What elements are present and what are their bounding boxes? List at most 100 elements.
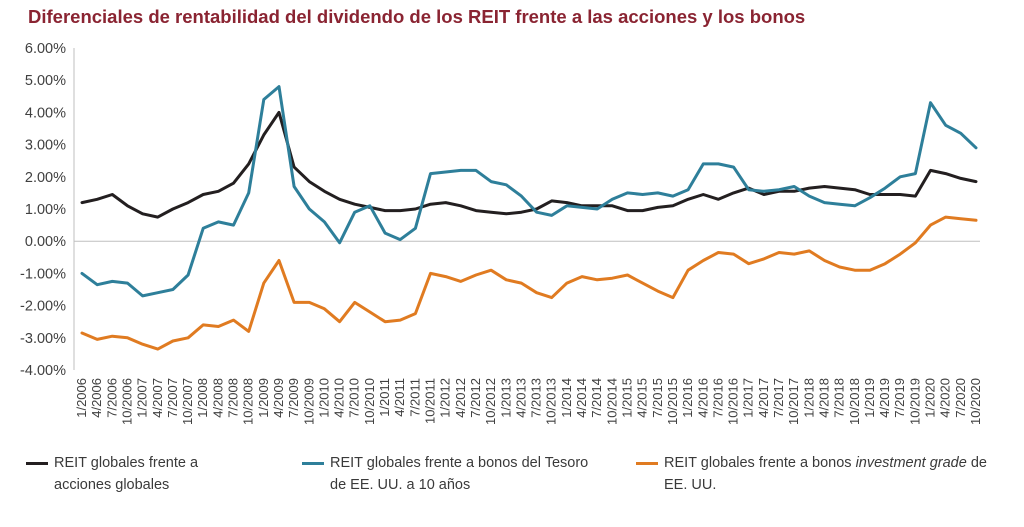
- series-ig-bonds-line: [80, 215, 978, 351]
- data-point: [626, 274, 629, 276]
- data-point: [445, 171, 447, 173]
- data-point: [566, 205, 568, 207]
- data-point: [505, 213, 507, 215]
- data-point: [520, 282, 523, 284]
- data-point: [278, 259, 280, 262]
- data-point: [975, 147, 977, 149]
- x-tick-label: 7/2016: [710, 378, 725, 418]
- data-point: [308, 181, 310, 183]
- data-point: [172, 288, 174, 291]
- data-point: [899, 253, 901, 255]
- data-point: [81, 202, 83, 204]
- data-point: [687, 189, 689, 191]
- y-tick-label: -1.00%: [20, 266, 66, 282]
- x-tick-label: 1/2016: [680, 378, 695, 418]
- x-tick-label: 10/2016: [726, 378, 741, 425]
- data-point: [808, 195, 810, 197]
- x-tick-label: 4/2015: [635, 378, 650, 418]
- data-point: [733, 166, 735, 168]
- data-point: [142, 213, 144, 215]
- data-point: [111, 280, 113, 282]
- data-point: [717, 198, 720, 200]
- data-point: [490, 181, 492, 183]
- data-point: [81, 272, 83, 274]
- legend-label-stocks: REIT globales frente a acciones globales: [54, 455, 199, 493]
- data-point: [111, 193, 113, 196]
- data-point: [217, 325, 219, 328]
- data-point: [854, 205, 856, 207]
- data-point: [854, 269, 856, 271]
- data-point: [884, 193, 886, 196]
- x-tick-label: 4/2019: [877, 378, 892, 418]
- data-point: [384, 210, 386, 212]
- data-point: [733, 192, 735, 194]
- x-tick-label: 7/2020: [953, 378, 968, 418]
- data-point: [505, 184, 507, 186]
- data-point: [778, 189, 780, 191]
- legend-item-treasury: REIT globales frente a bonos del Tesoro …: [302, 452, 602, 496]
- data-point: [445, 276, 447, 278]
- data-point: [384, 321, 386, 323]
- data-point: [748, 263, 750, 265]
- data-point: [278, 86, 280, 88]
- data-point: [596, 208, 598, 210]
- data-point: [505, 279, 507, 281]
- legend-item-ig-bonds: REIT globales frente a bonos investment …: [636, 452, 1010, 496]
- x-tick-label: 1/2007: [135, 378, 150, 418]
- data-point: [960, 177, 962, 179]
- x-tick-label: 10/2014: [604, 378, 619, 425]
- x-tick-label: 1/2008: [195, 378, 210, 418]
- x-tick-label: 10/2008: [241, 378, 256, 425]
- data-point: [823, 259, 826, 262]
- data-point: [111, 335, 113, 337]
- x-tick-label: 10/2013: [544, 378, 559, 425]
- x-tick-label: 1/2020: [923, 378, 938, 418]
- data-point: [914, 195, 917, 197]
- x-tick-label: 4/2006: [89, 378, 104, 418]
- data-point: [914, 173, 917, 175]
- y-tick-label: 4.00%: [25, 105, 66, 121]
- y-tick-label: 5.00%: [25, 73, 66, 89]
- series-layer: [80, 85, 978, 351]
- series-stocks-line-points: [81, 111, 977, 218]
- data-point: [657, 192, 659, 194]
- x-tick-label: 7/2012: [468, 378, 483, 418]
- data-point: [596, 279, 598, 281]
- data-point: [763, 258, 765, 260]
- data-point: [263, 282, 265, 284]
- data-point: [884, 263, 886, 265]
- data-point: [823, 185, 826, 188]
- data-point: [611, 277, 613, 279]
- x-tick-label: 10/2015: [665, 378, 680, 425]
- data-point: [293, 166, 295, 168]
- data-point: [717, 251, 720, 254]
- data-point: [899, 193, 901, 196]
- data-point: [839, 203, 841, 205]
- data-point: [232, 224, 235, 226]
- data-point: [399, 319, 401, 321]
- data-point: [551, 214, 553, 216]
- x-tick-label: 4/2013: [513, 378, 528, 418]
- data-point: [248, 192, 250, 194]
- data-point: [202, 193, 204, 196]
- data-point: [611, 205, 613, 207]
- data-point: [399, 239, 401, 241]
- x-tick-label: 4/2016: [695, 378, 710, 418]
- data-point: [293, 185, 295, 188]
- chart-title: Diferenciales de rentabilidad del divide…: [28, 6, 806, 27]
- y-tick-label: 0.00%: [25, 234, 66, 250]
- data-point: [323, 221, 325, 223]
- x-tick-label: 1/2009: [256, 378, 271, 418]
- data-point: [536, 208, 538, 210]
- y-axis: 6.00% 5.00% 4.00% 3.00% 2.00% 1.00% 0.00% -1.00…: [20, 41, 75, 379]
- data-point: [187, 274, 189, 276]
- data-point: [323, 308, 325, 310]
- data-point: [248, 330, 250, 332]
- data-point: [672, 297, 674, 299]
- data-point: [657, 206, 659, 208]
- data-point: [793, 190, 795, 192]
- x-tick-label: 10/2012: [483, 378, 498, 425]
- x-tick-label: 4/2010: [332, 378, 347, 418]
- data-point: [157, 348, 159, 350]
- x-axis: 1/2006 4/2006 7/2006 10/2006 1/2007 4/2007 7/2…: [74, 240, 983, 425]
